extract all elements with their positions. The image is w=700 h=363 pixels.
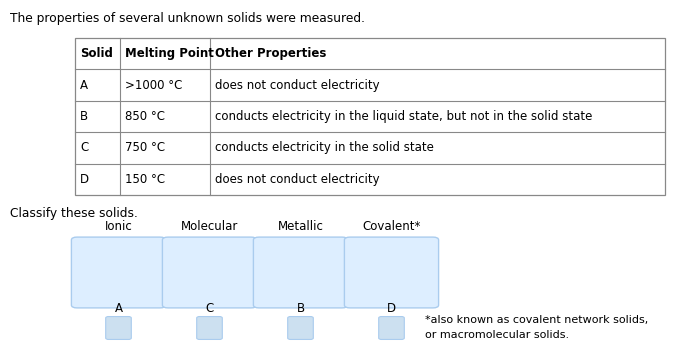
FancyBboxPatch shape — [253, 237, 348, 308]
Text: B: B — [80, 110, 88, 123]
FancyBboxPatch shape — [288, 317, 314, 339]
Text: does not conduct electricity: does not conduct electricity — [215, 173, 379, 186]
Text: conducts electricity in the solid state: conducts electricity in the solid state — [215, 142, 434, 154]
Text: C: C — [80, 142, 88, 154]
Text: Melting Point: Melting Point — [125, 47, 214, 60]
FancyBboxPatch shape — [106, 317, 132, 339]
Text: or macromolecular solids.: or macromolecular solids. — [425, 330, 569, 340]
Text: >1000 °C: >1000 °C — [125, 79, 183, 91]
FancyBboxPatch shape — [197, 317, 223, 339]
FancyBboxPatch shape — [344, 237, 439, 308]
Text: 750 °C: 750 °C — [125, 142, 165, 154]
Text: 150 °C: 150 °C — [125, 173, 165, 186]
Text: *also known as covalent network solids,: *also known as covalent network solids, — [425, 315, 648, 325]
Text: 850 °C: 850 °C — [125, 110, 165, 123]
Text: Other Properties: Other Properties — [215, 47, 326, 60]
Text: Molecular: Molecular — [181, 220, 238, 233]
Text: Metallic: Metallic — [278, 220, 323, 233]
Text: D: D — [387, 302, 396, 314]
Text: Solid: Solid — [80, 47, 113, 60]
FancyBboxPatch shape — [379, 317, 405, 339]
FancyBboxPatch shape — [71, 237, 166, 308]
Text: Classify these solids.: Classify these solids. — [10, 207, 138, 220]
Text: B: B — [296, 302, 304, 314]
Text: conducts electricity in the liquid state, but not in the solid state: conducts electricity in the liquid state… — [215, 110, 592, 123]
Text: C: C — [205, 302, 214, 314]
Text: A: A — [115, 302, 122, 314]
Text: Covalent*: Covalent* — [363, 220, 421, 233]
Text: Ionic: Ionic — [104, 220, 132, 233]
Text: D: D — [80, 173, 89, 186]
FancyBboxPatch shape — [162, 237, 257, 308]
Text: The properties of several unknown solids were measured.: The properties of several unknown solids… — [10, 12, 365, 25]
Text: does not conduct electricity: does not conduct electricity — [215, 79, 379, 91]
Text: A: A — [80, 79, 88, 91]
